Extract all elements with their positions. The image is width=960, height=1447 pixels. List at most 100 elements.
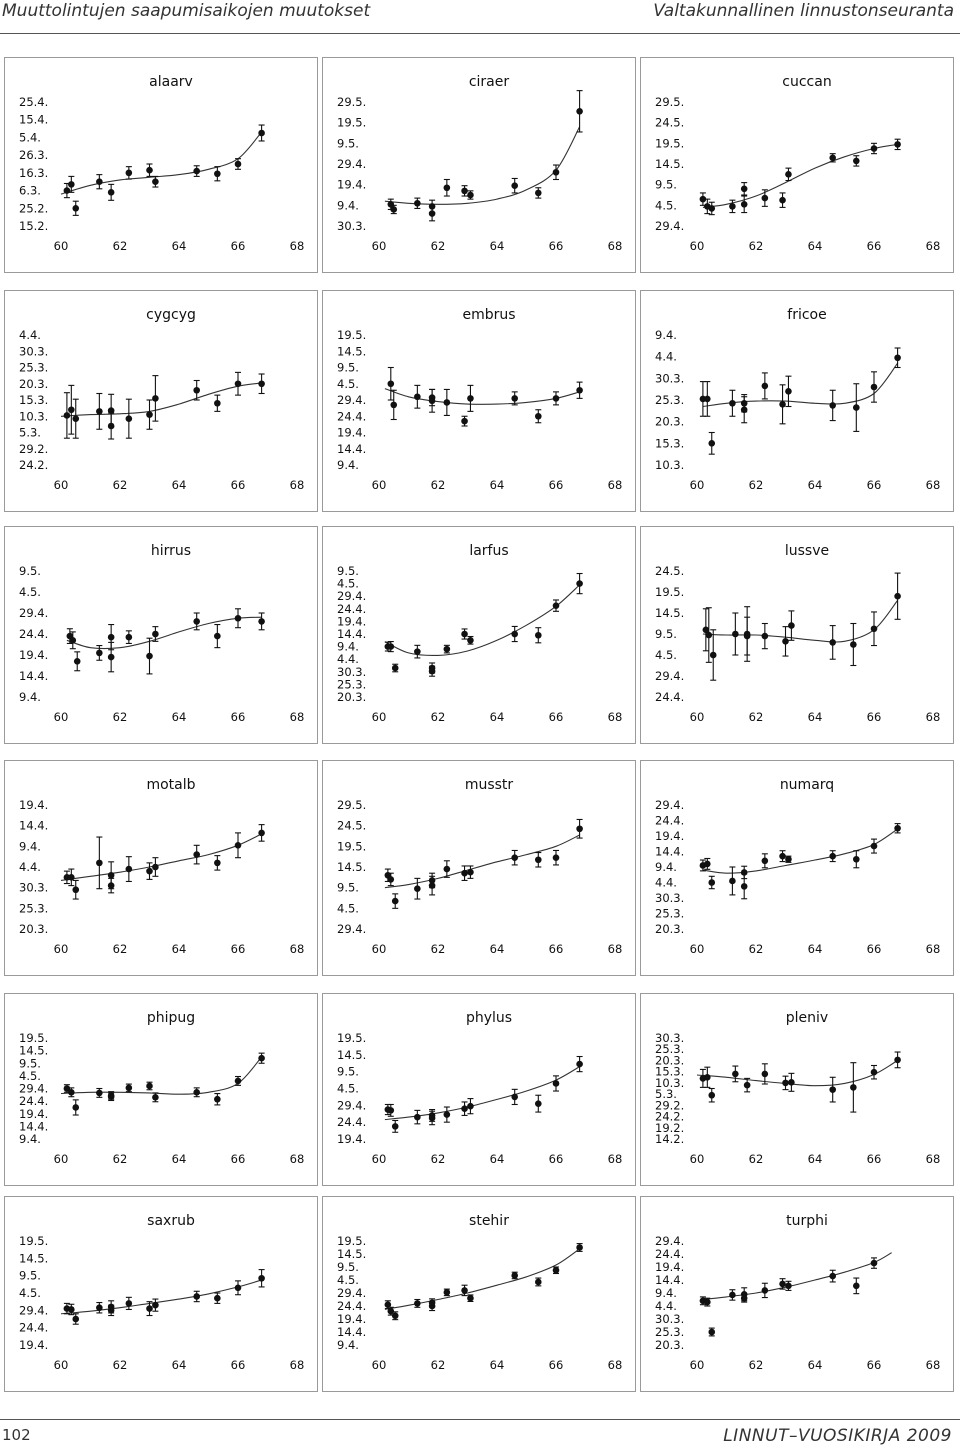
point-marker <box>146 166 153 174</box>
y-tick-label: 25.3. <box>19 901 48 915</box>
data-point <box>704 857 711 870</box>
data-point <box>740 1293 748 1303</box>
point-marker <box>387 643 395 650</box>
data-point <box>214 1093 221 1106</box>
data-point <box>214 166 221 182</box>
point-marker <box>443 645 451 653</box>
point-marker <box>96 408 103 415</box>
data-point <box>214 624 221 649</box>
data-point <box>234 371 242 396</box>
data-point <box>705 607 713 663</box>
y-tick-label: 6.3. <box>19 184 41 198</box>
chart-title: larfus <box>469 543 508 559</box>
y-tick-label: 19.4. <box>19 1107 48 1121</box>
point-marker <box>704 860 711 868</box>
data-point <box>779 384 786 425</box>
x-tick-label: 68 <box>926 1152 941 1166</box>
x-tick-label: 60 <box>54 239 69 253</box>
x-tick-label: 62 <box>113 478 128 492</box>
data-point <box>72 879 80 900</box>
y-tick-label: 9.5. <box>337 136 359 150</box>
data-point <box>391 1119 399 1133</box>
data-point <box>146 163 153 177</box>
data-point <box>443 388 451 416</box>
data-point <box>870 371 878 403</box>
data-point <box>576 818 583 839</box>
point-marker <box>535 189 542 197</box>
data-point <box>428 388 436 407</box>
chart-svg: fricoe 9.4. 4.4. 30.3. 25.3. 20.3. 15.3. 10.3. 6… <box>655 307 940 492</box>
data-point <box>193 379 200 401</box>
data-point <box>779 192 786 208</box>
point-marker <box>68 181 75 188</box>
point-marker <box>72 1315 80 1323</box>
chart-panel-embrus: embrus 19.5. 14.5. 9.5. 4.5. 29.4. 24.4. 19.4. 1… <box>322 290 636 512</box>
chart-title: ciraer <box>469 74 510 90</box>
y-tick-label: 24.4. <box>19 627 48 641</box>
data-point <box>125 1083 133 1093</box>
point-marker <box>443 399 451 406</box>
data-point <box>894 823 901 834</box>
point-marker <box>740 883 748 890</box>
point-marker <box>414 648 421 655</box>
footer-rule <box>0 1419 960 1420</box>
point-marker <box>461 417 468 425</box>
chart-svg: larfus 9.5.4.5.29.4.24.4.19.4.14.4.9.4.4.… <box>337 543 622 724</box>
chart-svg: musstr 29.5. 24.5. 19.5. 14.5. 9.5. 4.5. 29.4. 6… <box>337 777 623 956</box>
y-tick-label: 14.4. <box>19 819 48 833</box>
chart-svg: alaarv 25.4. 15.4. 5.4. 26.3. 16.3. 6.3. 25.2. 1… <box>19 74 304 253</box>
y-tick-label: 4.5. <box>337 901 359 915</box>
y-tick-label: 14.5. <box>337 860 366 874</box>
x-tick-label: 68 <box>926 710 941 724</box>
x-tick-label: 68 <box>608 942 623 956</box>
y-tick-label: 9.4. <box>337 1338 359 1352</box>
data-point <box>785 375 792 408</box>
point-marker <box>894 824 901 832</box>
x-tick-label: 68 <box>608 239 623 253</box>
point-marker <box>214 399 221 407</box>
y-tick-label: 30.3. <box>655 371 684 385</box>
point-marker <box>387 1307 395 1315</box>
data-point <box>414 1298 421 1308</box>
point-marker <box>214 859 221 867</box>
point-marker <box>258 129 265 137</box>
y-tick-label: 19.4. <box>19 798 48 812</box>
chart-svg: stehir 19.5.14.5.9.5.4.5.29.4.24.4.19.4.1… <box>337 1213 622 1372</box>
x-tick-label: 66 <box>231 478 246 492</box>
data-point <box>535 1094 542 1113</box>
x-tick-label: 64 <box>490 1358 505 1372</box>
y-tick-label: 14.4. <box>337 1325 366 1339</box>
point-marker <box>428 1299 436 1307</box>
data-point <box>428 872 436 889</box>
point-marker <box>779 852 786 860</box>
x-tick-label: 60 <box>690 1152 705 1166</box>
data-point <box>214 1292 221 1304</box>
point-marker <box>428 1112 436 1119</box>
data-point <box>146 637 153 675</box>
data-point <box>443 178 451 197</box>
data-point <box>894 347 901 369</box>
x-tick-label: 62 <box>113 239 128 253</box>
x-tick-label: 62 <box>431 478 446 492</box>
y-tick-label: 4.5. <box>19 1069 41 1083</box>
point-marker <box>96 1089 103 1097</box>
x-tick-label: 62 <box>113 1358 128 1372</box>
point-marker <box>193 386 200 394</box>
data-point <box>414 877 421 900</box>
y-tick-label: 4.5. <box>19 1286 41 1300</box>
point-marker <box>146 867 153 875</box>
point-marker <box>152 1094 159 1101</box>
chart-title: lussve <box>785 543 829 559</box>
data-point <box>258 824 265 842</box>
y-tick-label: 19.5. <box>19 1031 48 1045</box>
data-point <box>96 1301 103 1314</box>
point-marker <box>461 187 468 195</box>
y-tick-label: 9.4. <box>655 328 677 342</box>
x-tick-label: 60 <box>690 710 705 724</box>
point-marker <box>552 1266 560 1274</box>
point-marker <box>258 1274 265 1282</box>
y-tick-label: 29.4. <box>655 669 684 683</box>
point-marker <box>461 1105 468 1112</box>
chart-svg: phipug 19.5.14.5.9.5.4.5.29.4.24.4.19.4.1… <box>19 1010 304 1166</box>
point-marker <box>387 1107 395 1114</box>
